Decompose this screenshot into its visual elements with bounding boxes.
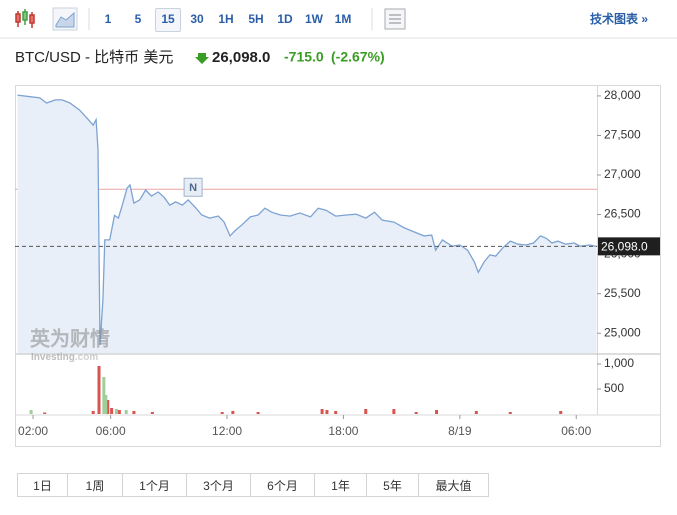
volume-bar [474, 411, 478, 414]
interval-button[interactable]: 5H [248, 12, 264, 26]
x-tick-label: 12:00 [212, 424, 242, 438]
volume-bar [325, 410, 329, 414]
candle-icon[interactable] [15, 9, 35, 28]
watermark-site: Investing.com [31, 352, 98, 363]
y-tick-label: 26,500 [604, 207, 641, 221]
period-button[interactable]: 最大值 [418, 473, 489, 497]
y-tick-label: 28,000 [604, 88, 641, 102]
volume-bar [435, 410, 439, 414]
period-button[interactable]: 1周 [67, 473, 123, 497]
volume-bar [231, 411, 235, 414]
volume-bar [102, 377, 106, 414]
table-icon[interactable] [384, 8, 406, 30]
volume-bar [414, 412, 418, 414]
y-tick-label: 27,500 [604, 128, 641, 142]
volume-bar [508, 412, 512, 414]
volume-bar [392, 409, 396, 414]
volume-bar [364, 409, 368, 414]
interval-button[interactable]: 1 [104, 12, 112, 26]
volume-bar [220, 412, 224, 414]
volume-bar [43, 412, 47, 414]
volume-bar [110, 408, 114, 414]
y-tick-label: 25,000 [604, 325, 641, 339]
frame [15, 85, 661, 447]
area-icon[interactable] [52, 7, 78, 31]
price-line [17, 94, 597, 346]
technical-chart-link[interactable]: 技术图表 » [590, 12, 649, 26]
watermark-site-name: Investing [31, 352, 75, 363]
volume-bar [334, 411, 338, 414]
last-price-label: 26,098.0 [601, 240, 648, 254]
volume-bar [104, 395, 108, 414]
last-price-tag [598, 237, 660, 256]
annotation-label: N [189, 182, 197, 194]
interval-button[interactable]: 1W [305, 12, 323, 26]
period-button[interactable]: 1个月 [122, 473, 187, 497]
watermark-brand: 英为财情 [30, 326, 110, 350]
volume-bar [29, 410, 33, 414]
change-percent: (-2.67%) [331, 49, 385, 65]
interval-button[interactable]: 1M [334, 12, 352, 26]
y-tick-label: 1,000 [604, 356, 634, 370]
period-button[interactable]: 6个月 [250, 473, 315, 497]
volume-bar [559, 411, 563, 414]
x-tick-label: 06:00 [561, 424, 591, 438]
plot: 25,00025,50026,00026,50027,00027,50028,0… [15, 88, 660, 438]
period-button[interactable]: 1日 [17, 473, 68, 497]
price-area [17, 95, 597, 353]
x-tick-label: 06:00 [96, 424, 126, 438]
period-button[interactable]: 3个月 [186, 473, 251, 497]
interval-button[interactable]: 1D [277, 12, 293, 26]
volume-bar [132, 411, 136, 414]
interval-button[interactable]: 30 [190, 12, 204, 26]
volume-bar [106, 400, 110, 414]
down-arrow [195, 53, 209, 64]
volume-bar [117, 410, 121, 414]
y-tick-label: 25,500 [604, 286, 641, 300]
interval-button[interactable]: 1H [218, 12, 234, 26]
volume-bar [320, 409, 324, 414]
interval-button[interactable]: 5 [134, 12, 142, 26]
volume-bar [97, 366, 101, 414]
x-tick-label: 8/19 [448, 424, 472, 438]
annotation-marker [183, 177, 203, 197]
volume-bar [150, 412, 154, 414]
volume-bar [256, 412, 260, 414]
watermark: 英为财情 Investing.com [30, 326, 110, 362]
y-tick-label: 27,000 [604, 167, 641, 181]
period-button[interactable]: 5年 [366, 473, 419, 497]
volume-bar [124, 410, 128, 414]
watermark-site-suffix: .com [75, 352, 98, 363]
x-tick-label: 02:00 [18, 424, 48, 438]
volume-bar [114, 409, 118, 414]
period-button[interactable]: 1年 [314, 473, 367, 497]
price: 26,098.0 [212, 49, 270, 66]
interval-button[interactable]: 15 [155, 8, 181, 32]
change: -715.0 [284, 49, 324, 65]
symbol: BTC/USD - 比特币 美元 [15, 49, 173, 66]
x-tick-label: 18:00 [328, 424, 358, 438]
volume-bar [91, 411, 95, 414]
y-tick-label: 500 [604, 381, 624, 395]
